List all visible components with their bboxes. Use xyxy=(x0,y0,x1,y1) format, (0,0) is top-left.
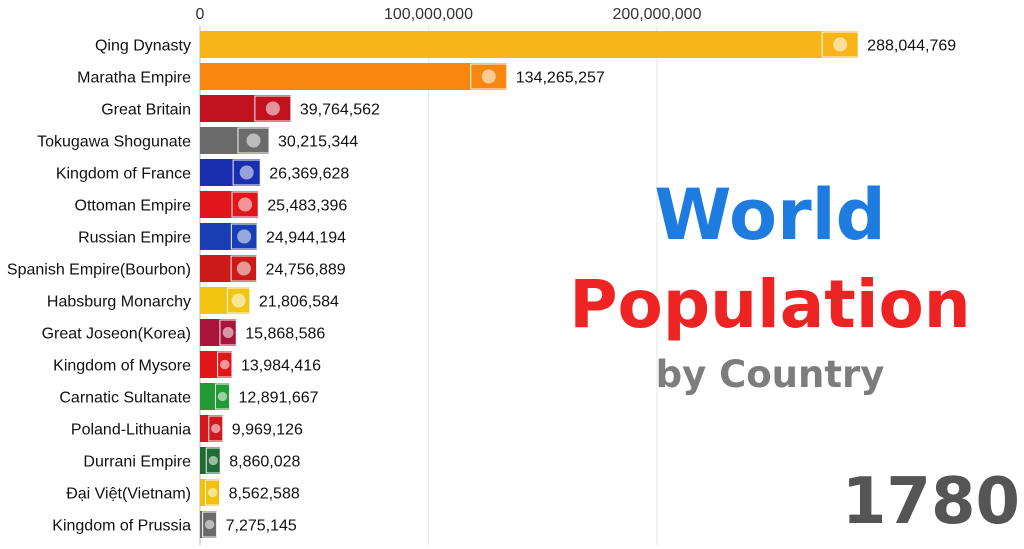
x-tick-label: 100,000,000 xyxy=(384,6,473,23)
category-label: Spanish Empire(Bourbon) xyxy=(7,262,191,279)
tokugawa-crest-emblem-icon xyxy=(246,133,261,148)
bar xyxy=(200,31,859,58)
category-label: Great Joseon(Korea) xyxy=(42,326,191,343)
title-world: World xyxy=(654,174,886,256)
category-label: Habsburg Monarchy xyxy=(47,294,191,311)
joseon-flag-emblem-icon xyxy=(222,327,234,338)
value-label: 30,215,344 xyxy=(278,134,358,151)
durrani-flag-emblem-icon xyxy=(208,455,218,466)
category-label: Great Britain xyxy=(101,102,191,119)
category-label: Ottoman Empire xyxy=(75,198,192,215)
value-label: 8,562,588 xyxy=(229,486,300,503)
value-label: 134,265,257 xyxy=(516,70,605,87)
habsburg-flag-emblem-icon xyxy=(231,293,246,308)
title-by-country: by Country xyxy=(655,353,885,396)
value-label: 9,969,126 xyxy=(232,422,303,439)
category-label: Qing Dynasty xyxy=(95,38,191,55)
x-tick-label: 0 xyxy=(196,6,205,23)
union-jack-flag-emblem-icon xyxy=(265,101,280,116)
category-label: Maratha Empire xyxy=(77,70,191,87)
category-label: Carnatic Sultanate xyxy=(59,390,191,407)
value-label: 26,369,628 xyxy=(269,166,349,183)
value-label: 288,044,769 xyxy=(867,38,956,55)
value-label: 24,944,194 xyxy=(266,230,346,247)
russian-tricolor-flag-emblem-icon xyxy=(237,229,252,244)
prussian-eagle-flag-emblem-icon xyxy=(204,519,215,530)
value-label: 15,868,586 xyxy=(245,326,325,343)
category-label: Kingdom of Mysore xyxy=(53,358,191,375)
value-label: 39,764,562 xyxy=(300,102,380,119)
spanish-bourbon-flag-emblem-icon xyxy=(236,261,251,276)
category-label: Russian Empire xyxy=(78,230,191,247)
value-label: 12,891,667 xyxy=(238,390,318,407)
value-label: 24,756,889 xyxy=(266,262,346,279)
x-tick-label: 200,000,000 xyxy=(613,6,702,23)
category-label: Kingdom of Prussia xyxy=(52,518,191,535)
value-label: 7,275,145 xyxy=(226,518,297,535)
value-label: 13,984,416 xyxy=(241,358,321,375)
dai-viet-flag-emblem-icon xyxy=(207,487,218,498)
value-label: 21,806,584 xyxy=(259,294,339,311)
title-population: Population xyxy=(569,266,971,343)
category-label: Poland-Lithuania xyxy=(71,422,191,439)
ottoman-crescent-flag-emblem-icon xyxy=(238,197,253,212)
bourbon-fleur-flag-emblem-icon xyxy=(239,165,254,180)
category-label: Kingdom of France xyxy=(56,166,191,183)
bar xyxy=(200,63,507,90)
polish-lithuanian-flag-emblem-icon xyxy=(211,423,221,434)
saffron-flag-emblem-icon xyxy=(481,69,496,84)
category-label: Tokugawa Shogunate xyxy=(37,134,191,151)
year-counter: 1780 xyxy=(841,465,1020,539)
bourbon-fleur-flag-icon xyxy=(232,159,261,186)
category-label: Đại Việt(Vietnam) xyxy=(66,486,191,503)
carnatic-flag-emblem-icon xyxy=(217,391,228,402)
mysore-flag-emblem-icon xyxy=(219,359,230,370)
value-label: 8,860,028 xyxy=(229,454,300,471)
dragon-flag-emblem-icon xyxy=(833,37,848,52)
category-label: Durrani Empire xyxy=(83,454,191,471)
value-label: 25,483,396 xyxy=(267,198,347,215)
